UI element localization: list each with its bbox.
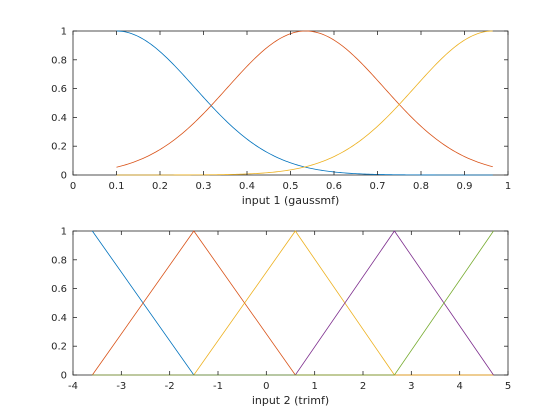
membership-curve-5 xyxy=(92,230,494,376)
x-tick-label: 0.4 xyxy=(239,181,255,192)
x-tick-label: 0.7 xyxy=(370,181,386,192)
x-axis-label: input 1 (gaussmf) xyxy=(242,194,340,207)
x-tick-label: -1 xyxy=(213,381,223,392)
x-tick-label: 5 xyxy=(505,381,511,392)
x-tick-label: -2 xyxy=(165,381,175,392)
x-tick-label: 3 xyxy=(408,381,414,392)
x-tick-label: 0.2 xyxy=(152,181,168,192)
x-axis-label: input 2 (trimf) xyxy=(252,394,329,407)
chart-2: -4 -3 -2 -1 0 1 2 3 4 5 0 0.2 0.4 0.6 0.8 1 input 2 (tri… xyxy=(51,227,511,408)
y-tick-label: 0.4 xyxy=(51,313,67,324)
x-tick-label: -4 xyxy=(68,381,78,392)
x-tick-label: 0 xyxy=(263,381,269,392)
x-tick-label: 4 xyxy=(456,381,462,392)
y-tick-label: 0 xyxy=(61,371,67,382)
y-tick-label: 0.4 xyxy=(51,113,67,124)
y-tick-label: 0.8 xyxy=(51,255,67,266)
membership-curve-3 xyxy=(116,30,493,176)
x-tick-label: 0.6 xyxy=(326,181,342,192)
y-tick-label: 1 xyxy=(61,27,67,38)
membership-curve-2 xyxy=(116,30,493,168)
x-tick-label: 0.9 xyxy=(457,181,473,192)
chart-1: 0 0.1 0.2 0.3 0.4 0.5 0.6 0.7 0.8 0.9 1 0 0.2 0.4 0.6 0… xyxy=(51,27,511,208)
y-tick-label: 0.6 xyxy=(51,284,67,295)
x-tick-label: 0.3 xyxy=(196,181,212,192)
plot-area xyxy=(72,30,509,176)
y-tick-label: 1 xyxy=(61,227,67,238)
y-tick-label: 0 xyxy=(61,171,67,182)
x-tick-label: 1 xyxy=(311,381,317,392)
x-tick-label: 0.5 xyxy=(283,181,299,192)
x-tick-label: 0 xyxy=(70,181,76,192)
x-tick-label: 2 xyxy=(360,381,366,392)
y-tick-label: 0.8 xyxy=(51,55,67,66)
y-tick-label: 0.2 xyxy=(51,142,67,153)
x-tick-label: -3 xyxy=(116,381,126,392)
y-tick-label: 0.6 xyxy=(51,84,67,95)
x-tick-label: 0.8 xyxy=(413,181,429,192)
x-tick-label: 1 xyxy=(505,181,511,192)
plot-area xyxy=(72,230,509,376)
x-tick-label: 0.1 xyxy=(109,181,125,192)
y-tick-label: 0.2 xyxy=(51,342,67,353)
